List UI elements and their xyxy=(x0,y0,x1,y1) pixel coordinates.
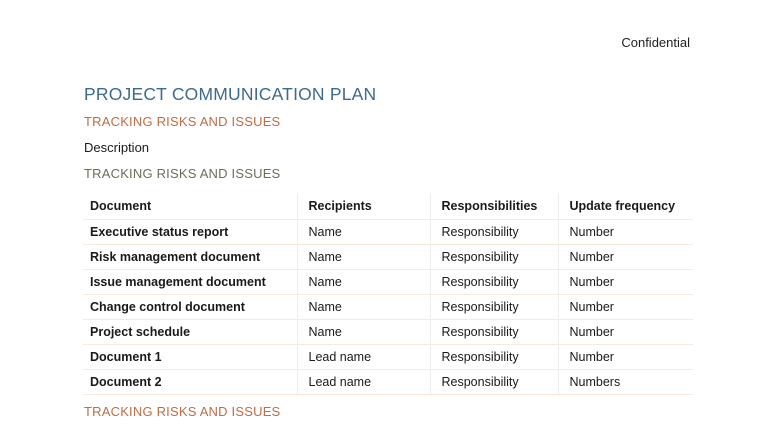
cell-responsibilities: Responsibility xyxy=(430,244,559,270)
table-row: Document 1 Lead name Responsibility Numb… xyxy=(83,344,693,370)
cell-recipients: Lead name xyxy=(297,369,431,395)
table-row: Issue management document Name Responsib… xyxy=(83,269,693,295)
table-row: Project schedule Name Responsibility Num… xyxy=(83,319,693,345)
cell-responsibilities: Responsibility xyxy=(430,269,559,295)
cell-update-frequency: Number xyxy=(558,319,693,345)
table-header-row: Document Recipients Responsibilities Upd… xyxy=(83,193,693,220)
cell-document: Executive status report xyxy=(83,219,298,245)
cell-update-frequency: Number xyxy=(558,244,693,270)
subsection-heading-tracking-risks: TRACKING RISKS AND ISSUES xyxy=(84,166,281,181)
cell-update-frequency: Number xyxy=(558,269,693,295)
cell-responsibilities: Responsibility xyxy=(430,219,559,245)
table-row: Change control document Name Responsibil… xyxy=(83,294,693,320)
column-header-update-frequency: Update frequency xyxy=(558,193,693,220)
cell-update-frequency: Number xyxy=(558,219,693,245)
cell-recipients: Name xyxy=(297,244,431,270)
column-header-responsibilities: Responsibilities xyxy=(430,193,559,220)
cell-update-frequency: Number xyxy=(558,344,693,370)
table-row: Document 2 Lead name Responsibility Numb… xyxy=(83,369,693,395)
communication-plan-table: Document Recipients Responsibilities Upd… xyxy=(83,193,693,395)
table-row: Risk management document Name Responsibi… xyxy=(83,244,693,270)
cell-document: Document 2 xyxy=(83,369,298,395)
cell-recipients: Lead name xyxy=(297,344,431,370)
cell-recipients: Name xyxy=(297,294,431,320)
cell-recipients: Name xyxy=(297,269,431,295)
section-heading-tracking-risks: TRACKING RISKS AND ISSUES xyxy=(84,114,281,129)
cell-document: Project schedule xyxy=(83,319,298,345)
column-header-recipients: Recipients xyxy=(297,193,431,220)
cell-responsibilities: Responsibility xyxy=(430,344,559,370)
cell-document: Issue management document xyxy=(83,269,298,295)
cell-recipients: Name xyxy=(297,219,431,245)
cell-responsibilities: Responsibility xyxy=(430,369,559,395)
cell-document: Change control document xyxy=(83,294,298,320)
cell-recipients: Name xyxy=(297,319,431,345)
table-row: Executive status report Name Responsibil… xyxy=(83,219,693,245)
cell-update-frequency: Numbers xyxy=(558,369,693,395)
cell-update-frequency: Number xyxy=(558,294,693,320)
footer-heading-tracking-risks: TRACKING RISKS AND ISSUES xyxy=(84,404,281,419)
confidential-label: Confidential xyxy=(621,35,690,50)
description-label: Description xyxy=(84,140,150,155)
cell-document: Document 1 xyxy=(83,344,298,370)
cell-responsibilities: Responsibility xyxy=(430,319,559,345)
cell-responsibilities: Responsibility xyxy=(430,294,559,320)
page-title: PROJECT COMMUNICATION PLAN xyxy=(84,84,377,104)
cell-document: Risk management document xyxy=(83,244,298,270)
column-header-document: Document xyxy=(83,193,298,220)
